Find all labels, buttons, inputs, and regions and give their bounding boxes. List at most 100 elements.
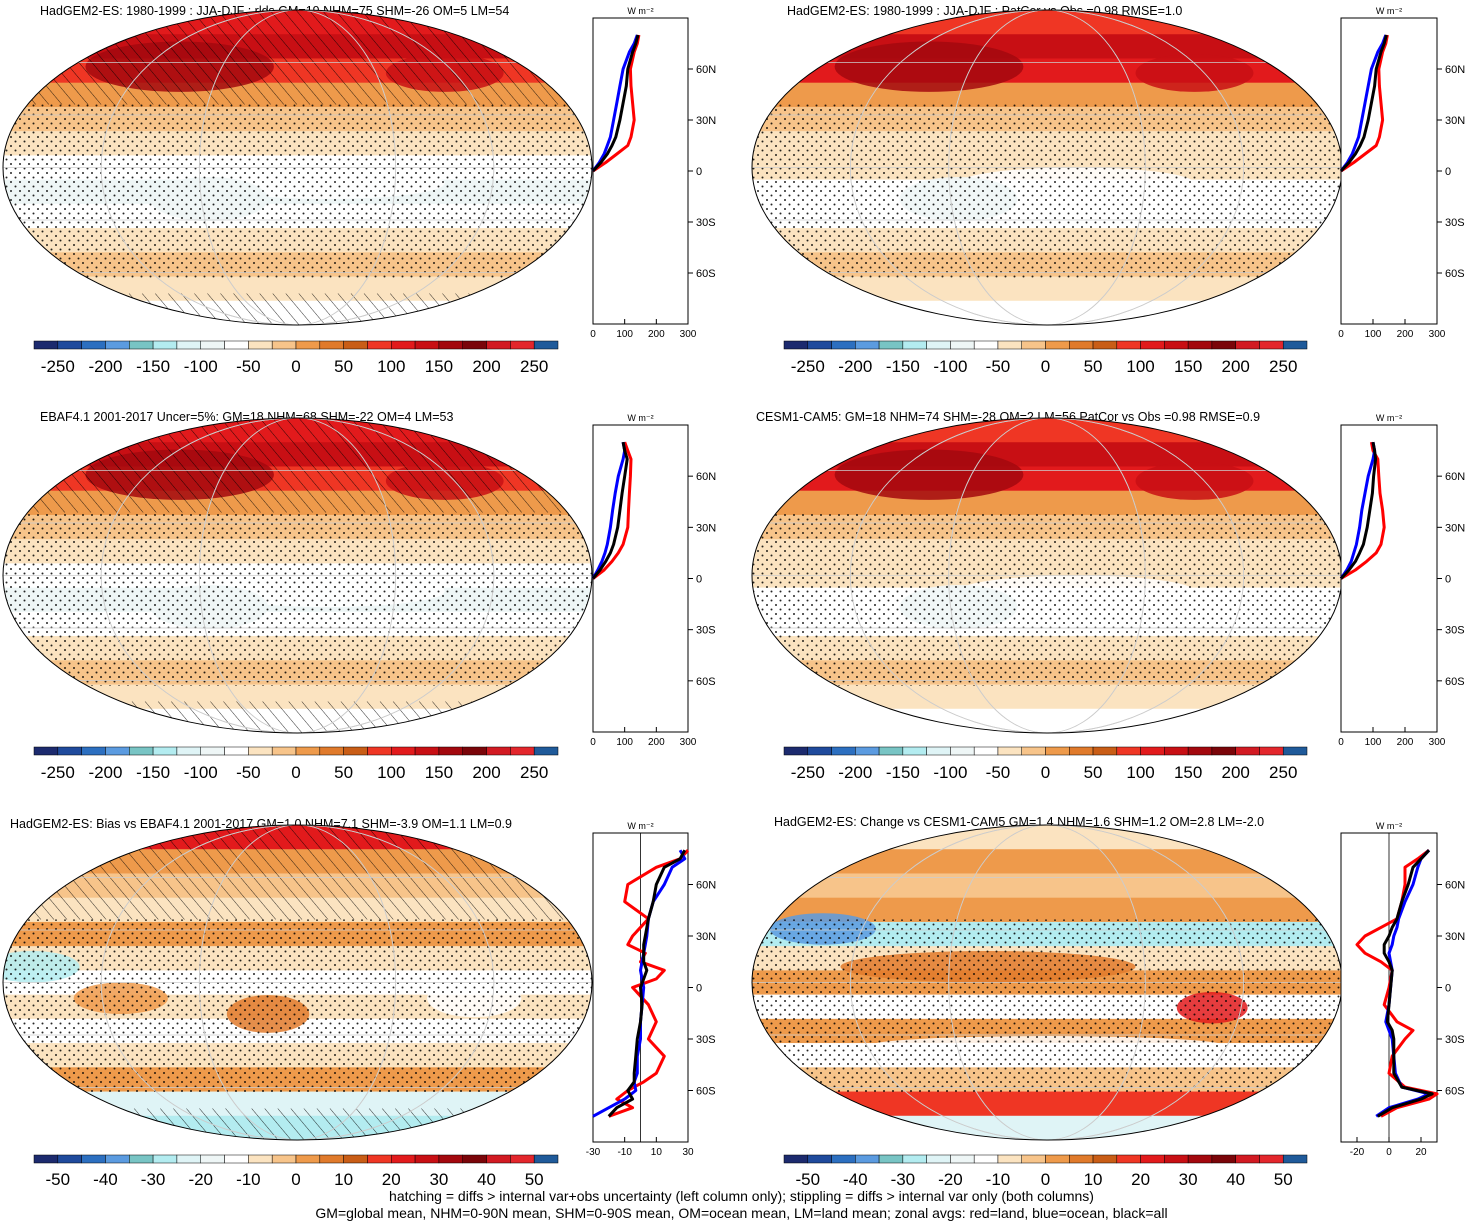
map-region (1135, 462, 1254, 500)
map-panel-3 (2, 417, 593, 734)
x-tick-label: 0 (1386, 1147, 1392, 1158)
colorbar-5: -50 -40 -30 -20 -10 0 10 20 30 40 50 (33, 1154, 559, 1189)
colorbar-cell (295, 340, 321, 350)
colorbar-tick-label: 200 (1221, 763, 1249, 782)
colorbar-cell (200, 340, 225, 350)
zonal-series-all (1377, 849, 1434, 1118)
panel-title: HadGEM2-ES: Bias vs EBAF4.1 2001-2017 GM… (10, 817, 512, 831)
graticule-lon (100, 418, 495, 733)
colorbar-cell (319, 340, 344, 350)
colorbar-cell (391, 746, 416, 756)
x-tick-label: 200 (1397, 737, 1414, 748)
hatch-overlay (3, 418, 592, 513)
colorbar-cell (1021, 1154, 1046, 1164)
colorbar-cell (855, 340, 880, 350)
lat-tick-label: 0 (696, 574, 702, 586)
colorbar-cell (414, 746, 440, 756)
lat-tick-label: 0 (696, 166, 702, 178)
colorbar-cell (1235, 746, 1260, 756)
zonal-plot-6: W m⁻² 60N 30N 0 30S 60S -20 0 20 (1340, 821, 1465, 1158)
colorbar-tick-label: -20 (188, 1170, 213, 1189)
colorbar-tick-label: -20 (938, 1170, 963, 1189)
colorbar-cell (973, 746, 999, 756)
map-field (3, 10, 592, 325)
colorbar-cell (807, 746, 832, 756)
colorbar-tick-label: 150 (425, 763, 453, 782)
colorbar-cell (807, 340, 832, 350)
colorbar-tick-label: 50 (334, 763, 353, 782)
stipple-overlay (3, 512, 592, 686)
colorbar-cell (1164, 746, 1189, 756)
x-tick-label: 20 (1415, 1147, 1427, 1158)
map-panel-4 (751, 417, 1343, 734)
lat-tick-label: 30S (696, 625, 716, 637)
colorbar-cell (271, 746, 297, 756)
lat-tick-label: 30N (696, 115, 716, 127)
colorbar-cell (176, 340, 201, 350)
colorbar-cell (1021, 746, 1046, 756)
colorbar-tick-label: 20 (1131, 1170, 1150, 1189)
map-band (752, 849, 1342, 875)
colorbar-cell (1187, 340, 1213, 350)
x-tick-label: 200 (648, 737, 665, 748)
colorbar-cell (783, 340, 809, 350)
colorbar-tick-label: -250 (791, 357, 825, 376)
colorbar-cell (248, 1154, 273, 1164)
colorbar-tick-label: 250 (1269, 763, 1297, 782)
x-tick-label: 0 (590, 329, 596, 340)
x-tick-label: 200 (1397, 329, 1414, 340)
colorbar-cell (1282, 340, 1308, 350)
colorbar-cell (367, 340, 392, 350)
colorbar-cell (57, 1154, 82, 1164)
colorbar-cell (33, 340, 59, 350)
colorbar-cell (367, 1154, 392, 1164)
x-tick-label: 300 (680, 329, 697, 340)
colorbar-tick-label: -50 (986, 763, 1011, 782)
zonal-series-all (591, 34, 640, 173)
footer-line-2: GM=global mean, NHM=0-90N mean, SHM=0-90… (315, 1205, 1168, 1221)
colorbar-cell (129, 340, 154, 350)
colorbar-tick-label: -30 (891, 1170, 916, 1189)
colorbar-cell (295, 746, 321, 756)
colorbar-cell (1092, 746, 1118, 756)
colorbar-tick-label: 250 (520, 763, 548, 782)
hatch-overlay (3, 825, 592, 920)
colorbar-tick-label: 200 (1221, 357, 1249, 376)
graticule-lon (100, 10, 495, 325)
colorbar-tick-label: 250 (520, 357, 548, 376)
map-border (2, 824, 593, 1141)
colorbar-cell (997, 746, 1022, 756)
colorbar-cell (462, 340, 487, 350)
graticule-lon (948, 10, 1146, 325)
colorbar-cell (176, 1154, 201, 1164)
x-tick-label: 0 (1338, 737, 1344, 748)
colorbar-tick-label: 150 (425, 357, 453, 376)
colorbar-tick-label: -40 (843, 1170, 868, 1189)
colorbar-cell (319, 746, 344, 756)
colorbar-cell (1069, 1154, 1094, 1164)
colorbar-tick-label: -100 (933, 357, 967, 376)
colorbar-cell (807, 1154, 832, 1164)
zonal-series-ocean (591, 441, 627, 580)
map-field (752, 825, 1342, 1140)
x-tick-label: 100 (616, 329, 633, 340)
colorbar-tick-label: 50 (334, 357, 353, 376)
map-border (2, 417, 593, 734)
colorbar-tick-label: 0 (291, 357, 300, 376)
lat-tick-label: 60N (1445, 880, 1465, 892)
colorbar-cell (855, 1154, 880, 1164)
colorbar-tick-label: -250 (41, 357, 75, 376)
colorbar-cell (176, 746, 201, 756)
map-band (752, 418, 1342, 444)
map-panel-5 (2, 824, 593, 1141)
colorbar-cell (878, 340, 904, 350)
colorbar-tick-label: -200 (838, 763, 872, 782)
colorbar-cell (926, 1154, 951, 1164)
colorbar-cell (1235, 340, 1260, 350)
zonal-unit-label: W m⁻² (1376, 413, 1402, 423)
map-band (752, 82, 1342, 108)
graticule-lon (100, 825, 495, 1140)
colorbar-cell (1187, 1154, 1213, 1164)
zonal-plot-2: W m⁻² 60N 30N 0 30S 60S 0 100 200 300 (1338, 6, 1465, 340)
